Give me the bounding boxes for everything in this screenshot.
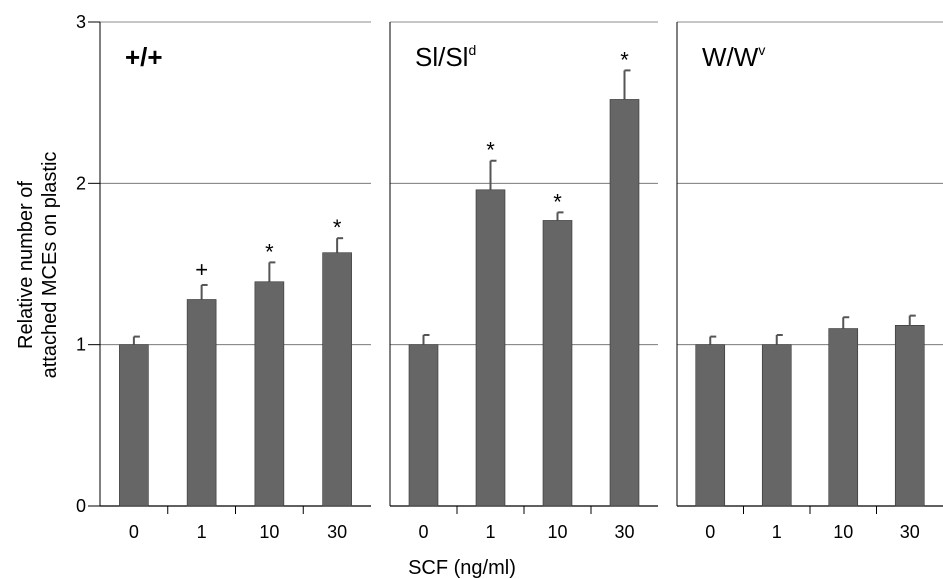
y-axis-label-line-2: attached MCEs on plastic — [39, 152, 61, 379]
x-tick-label: 30 — [327, 522, 347, 542]
bar — [254, 281, 285, 507]
significance-marker: * — [486, 138, 495, 163]
x-tick-label: 0 — [129, 522, 139, 542]
x-tick-label: 30 — [900, 522, 920, 542]
x-axis-label: SCF (ng/ml) — [408, 557, 516, 579]
x-tick-label: 1 — [772, 522, 782, 542]
y-axis-ticks: 0 1 2 3 — [76, 12, 100, 516]
bar — [894, 325, 925, 507]
bar — [761, 344, 792, 507]
bar — [695, 344, 726, 507]
significance-marker: * — [333, 215, 342, 240]
significance-marker: * — [553, 189, 562, 214]
y-axis-label: Relative number of attached MCEs on plas… — [15, 152, 61, 379]
x-tick-label: 10 — [547, 522, 567, 542]
panel-title: Sl/Sld — [415, 42, 476, 72]
bar — [119, 344, 149, 507]
x-tick-label: 10 — [259, 522, 279, 542]
bar — [408, 344, 439, 507]
panels: 0 1 +10 * 30 * +/+ 0 1 * 10 * 30 * Sl/Sld 0 1 10 30 W/Wv — [99, 21, 943, 542]
y-axis-label-line-1: Relative number of — [15, 181, 37, 349]
x-tick-label: 0 — [418, 522, 428, 542]
y-tick-label: 2 — [76, 173, 86, 193]
x-tick-label: 30 — [614, 522, 634, 542]
panel: 0 1 10 30 W/Wv — [676, 21, 943, 542]
significance-marker: * — [265, 239, 274, 264]
x-tick-label: 1 — [485, 522, 495, 542]
significance-marker: + — [195, 257, 208, 282]
bar — [609, 99, 640, 507]
bar — [542, 220, 573, 507]
x-tick-label: 0 — [705, 522, 715, 542]
y-tick-label: 3 — [76, 12, 86, 32]
significance-marker: * — [620, 47, 629, 72]
y-tick-label: 1 — [76, 335, 86, 355]
x-tick-label: 10 — [833, 522, 853, 542]
panel: 0 1 * 10 * 30 * Sl/Sld — [389, 21, 658, 542]
bar — [828, 328, 859, 507]
bar — [186, 299, 217, 507]
panel-title: +/+ — [125, 42, 163, 72]
panel-title: W/Wv — [702, 42, 765, 72]
panel: 0 1 +10 * 30 * +/+ — [99, 21, 371, 542]
bar — [322, 252, 352, 507]
y-tick-label: 0 — [76, 496, 86, 516]
x-tick-label: 1 — [197, 522, 207, 542]
bar — [475, 189, 506, 507]
